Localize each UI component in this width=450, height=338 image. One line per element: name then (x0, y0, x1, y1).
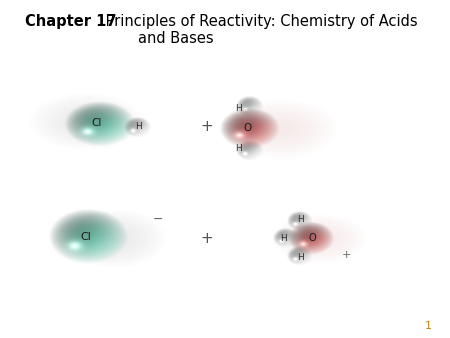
Text: 1: 1 (425, 321, 432, 331)
Text: H: H (280, 234, 287, 243)
Text: O: O (243, 123, 252, 134)
Text: Cl: Cl (91, 118, 102, 128)
Text: +: + (201, 119, 213, 134)
Text: +: + (342, 250, 351, 260)
Text: Cl: Cl (80, 232, 91, 242)
Text: H: H (235, 104, 242, 113)
Text: −: − (152, 213, 163, 226)
Text: +: + (201, 231, 213, 246)
Text: H: H (297, 253, 304, 262)
Text: H: H (297, 215, 304, 223)
Text: Principles of Reactivity: Chemistry of Acids
        and Bases: Principles of Reactivity: Chemistry of A… (101, 14, 418, 46)
Text: Chapter 17: Chapter 17 (25, 14, 116, 28)
Text: H: H (235, 144, 242, 153)
Text: O: O (309, 233, 316, 243)
Text: H: H (135, 122, 141, 131)
